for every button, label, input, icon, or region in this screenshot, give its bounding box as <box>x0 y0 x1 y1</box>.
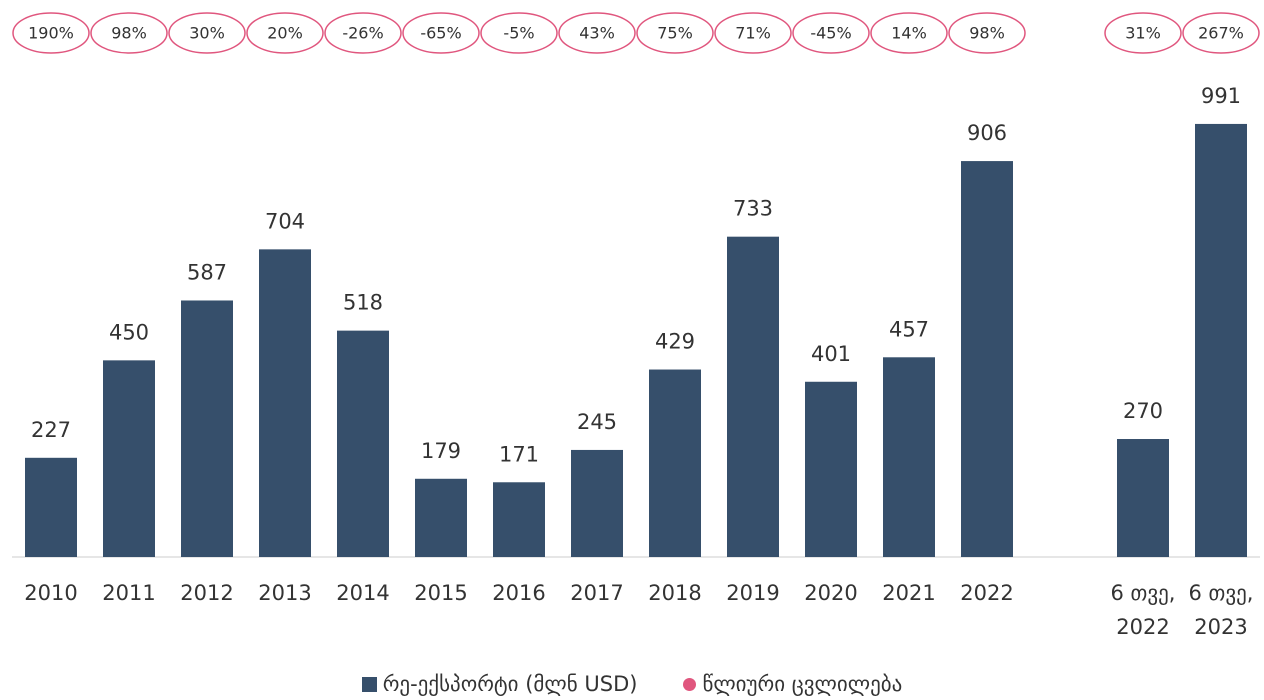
value-label: 704 <box>265 209 305 233</box>
value-label: 429 <box>655 330 695 354</box>
change-badge <box>1104 12 1182 54</box>
change-badge <box>324 12 402 54</box>
legend: რე-ექსპორტი (მლნ USD) წლიური ცვლილება <box>0 672 1264 696</box>
bar <box>259 249 311 558</box>
change-label: -45% <box>810 24 851 43</box>
change-badge <box>402 12 480 54</box>
x-tick-label: 2022 <box>960 581 1014 605</box>
value-label: 171 <box>499 442 539 466</box>
change-label: 267% <box>1198 24 1244 43</box>
x-tick-label: 2013 <box>258 581 312 605</box>
bar <box>337 330 389 557</box>
change-label: 98% <box>969 24 1005 43</box>
change-badge <box>636 12 714 54</box>
legend-label: წლიური ცვლილება <box>702 672 903 696</box>
bar <box>883 357 935 557</box>
plot: 227 450 587 704 518 179 171 245 429 733 401 457 906 2… <box>12 12 1260 558</box>
x-tick-label: 2019 <box>726 581 780 605</box>
bar <box>493 482 545 557</box>
change-label: 14% <box>891 24 927 43</box>
change-label: 43% <box>579 24 615 43</box>
change-label: 71% <box>735 24 771 43</box>
value-label: 518 <box>343 291 383 315</box>
value-label: 270 <box>1123 399 1163 423</box>
change-label: 31% <box>1125 24 1161 43</box>
x-tick-label: 6 თვე, 2023 <box>1188 581 1254 639</box>
change-badge <box>12 12 90 54</box>
bar <box>415 478 467 557</box>
change-badge <box>90 12 168 54</box>
change-label: -65% <box>420 24 461 43</box>
value-label: 450 <box>109 320 149 344</box>
value-label: 245 <box>577 410 617 434</box>
change-label: -26% <box>342 24 383 43</box>
change-label: -5% <box>503 24 534 43</box>
x-tick-label: 2014 <box>336 581 390 605</box>
legend-item: რე-ექსპორტი (მლნ USD) <box>361 672 638 696</box>
bar <box>1117 439 1169 557</box>
bar <box>25 457 77 557</box>
change-badge <box>714 12 792 54</box>
bar <box>181 300 233 557</box>
change-label: 98% <box>111 24 147 43</box>
change-label: 190% <box>28 24 74 43</box>
legend-swatch <box>361 676 377 692</box>
bar <box>961 161 1013 557</box>
x-tick-label: 2015 <box>414 581 468 605</box>
bar <box>727 236 779 557</box>
value-label: 906 <box>967 121 1007 145</box>
change-badge <box>792 12 870 54</box>
bar <box>571 449 623 557</box>
change-badge <box>870 12 948 54</box>
change-label: 20% <box>267 24 303 43</box>
x-tick-label: 6 თვე, 2022 <box>1110 581 1176 639</box>
value-label: 991 <box>1201 84 1241 108</box>
change-badge <box>168 12 246 54</box>
value-label: 457 <box>889 317 929 341</box>
value-label: 227 <box>31 418 71 442</box>
bar <box>649 369 701 557</box>
change-badge <box>948 12 1026 54</box>
x-tick-label: 2021 <box>882 581 936 605</box>
bar <box>1195 123 1247 558</box>
value-label: 401 <box>811 342 851 366</box>
change-badge <box>558 12 636 54</box>
legend-item: წლიური ცვლილება <box>683 672 902 696</box>
bar <box>103 360 155 557</box>
change-label: 30% <box>189 24 225 43</box>
legend-label: რე-ექსპორტი (მლნ USD) <box>382 672 638 696</box>
change-badge <box>246 12 324 54</box>
change-badge <box>480 12 558 54</box>
x-tick-label: 2010 <box>24 581 78 605</box>
x-tick-label: 2017 <box>570 581 624 605</box>
x-tick-label: 2020 <box>804 581 858 605</box>
x-tick-label: 2012 <box>180 581 234 605</box>
change-label: 75% <box>657 24 693 43</box>
x-tick-label: 2011 <box>102 581 156 605</box>
legend-swatch <box>683 677 697 691</box>
x-tick-label: 2016 <box>492 581 546 605</box>
value-label: 733 <box>733 197 773 221</box>
bar <box>805 381 857 557</box>
x-tick-label: 2018 <box>648 581 702 605</box>
change-badge <box>1182 12 1260 54</box>
value-label: 587 <box>187 260 227 284</box>
value-label: 179 <box>421 439 461 463</box>
